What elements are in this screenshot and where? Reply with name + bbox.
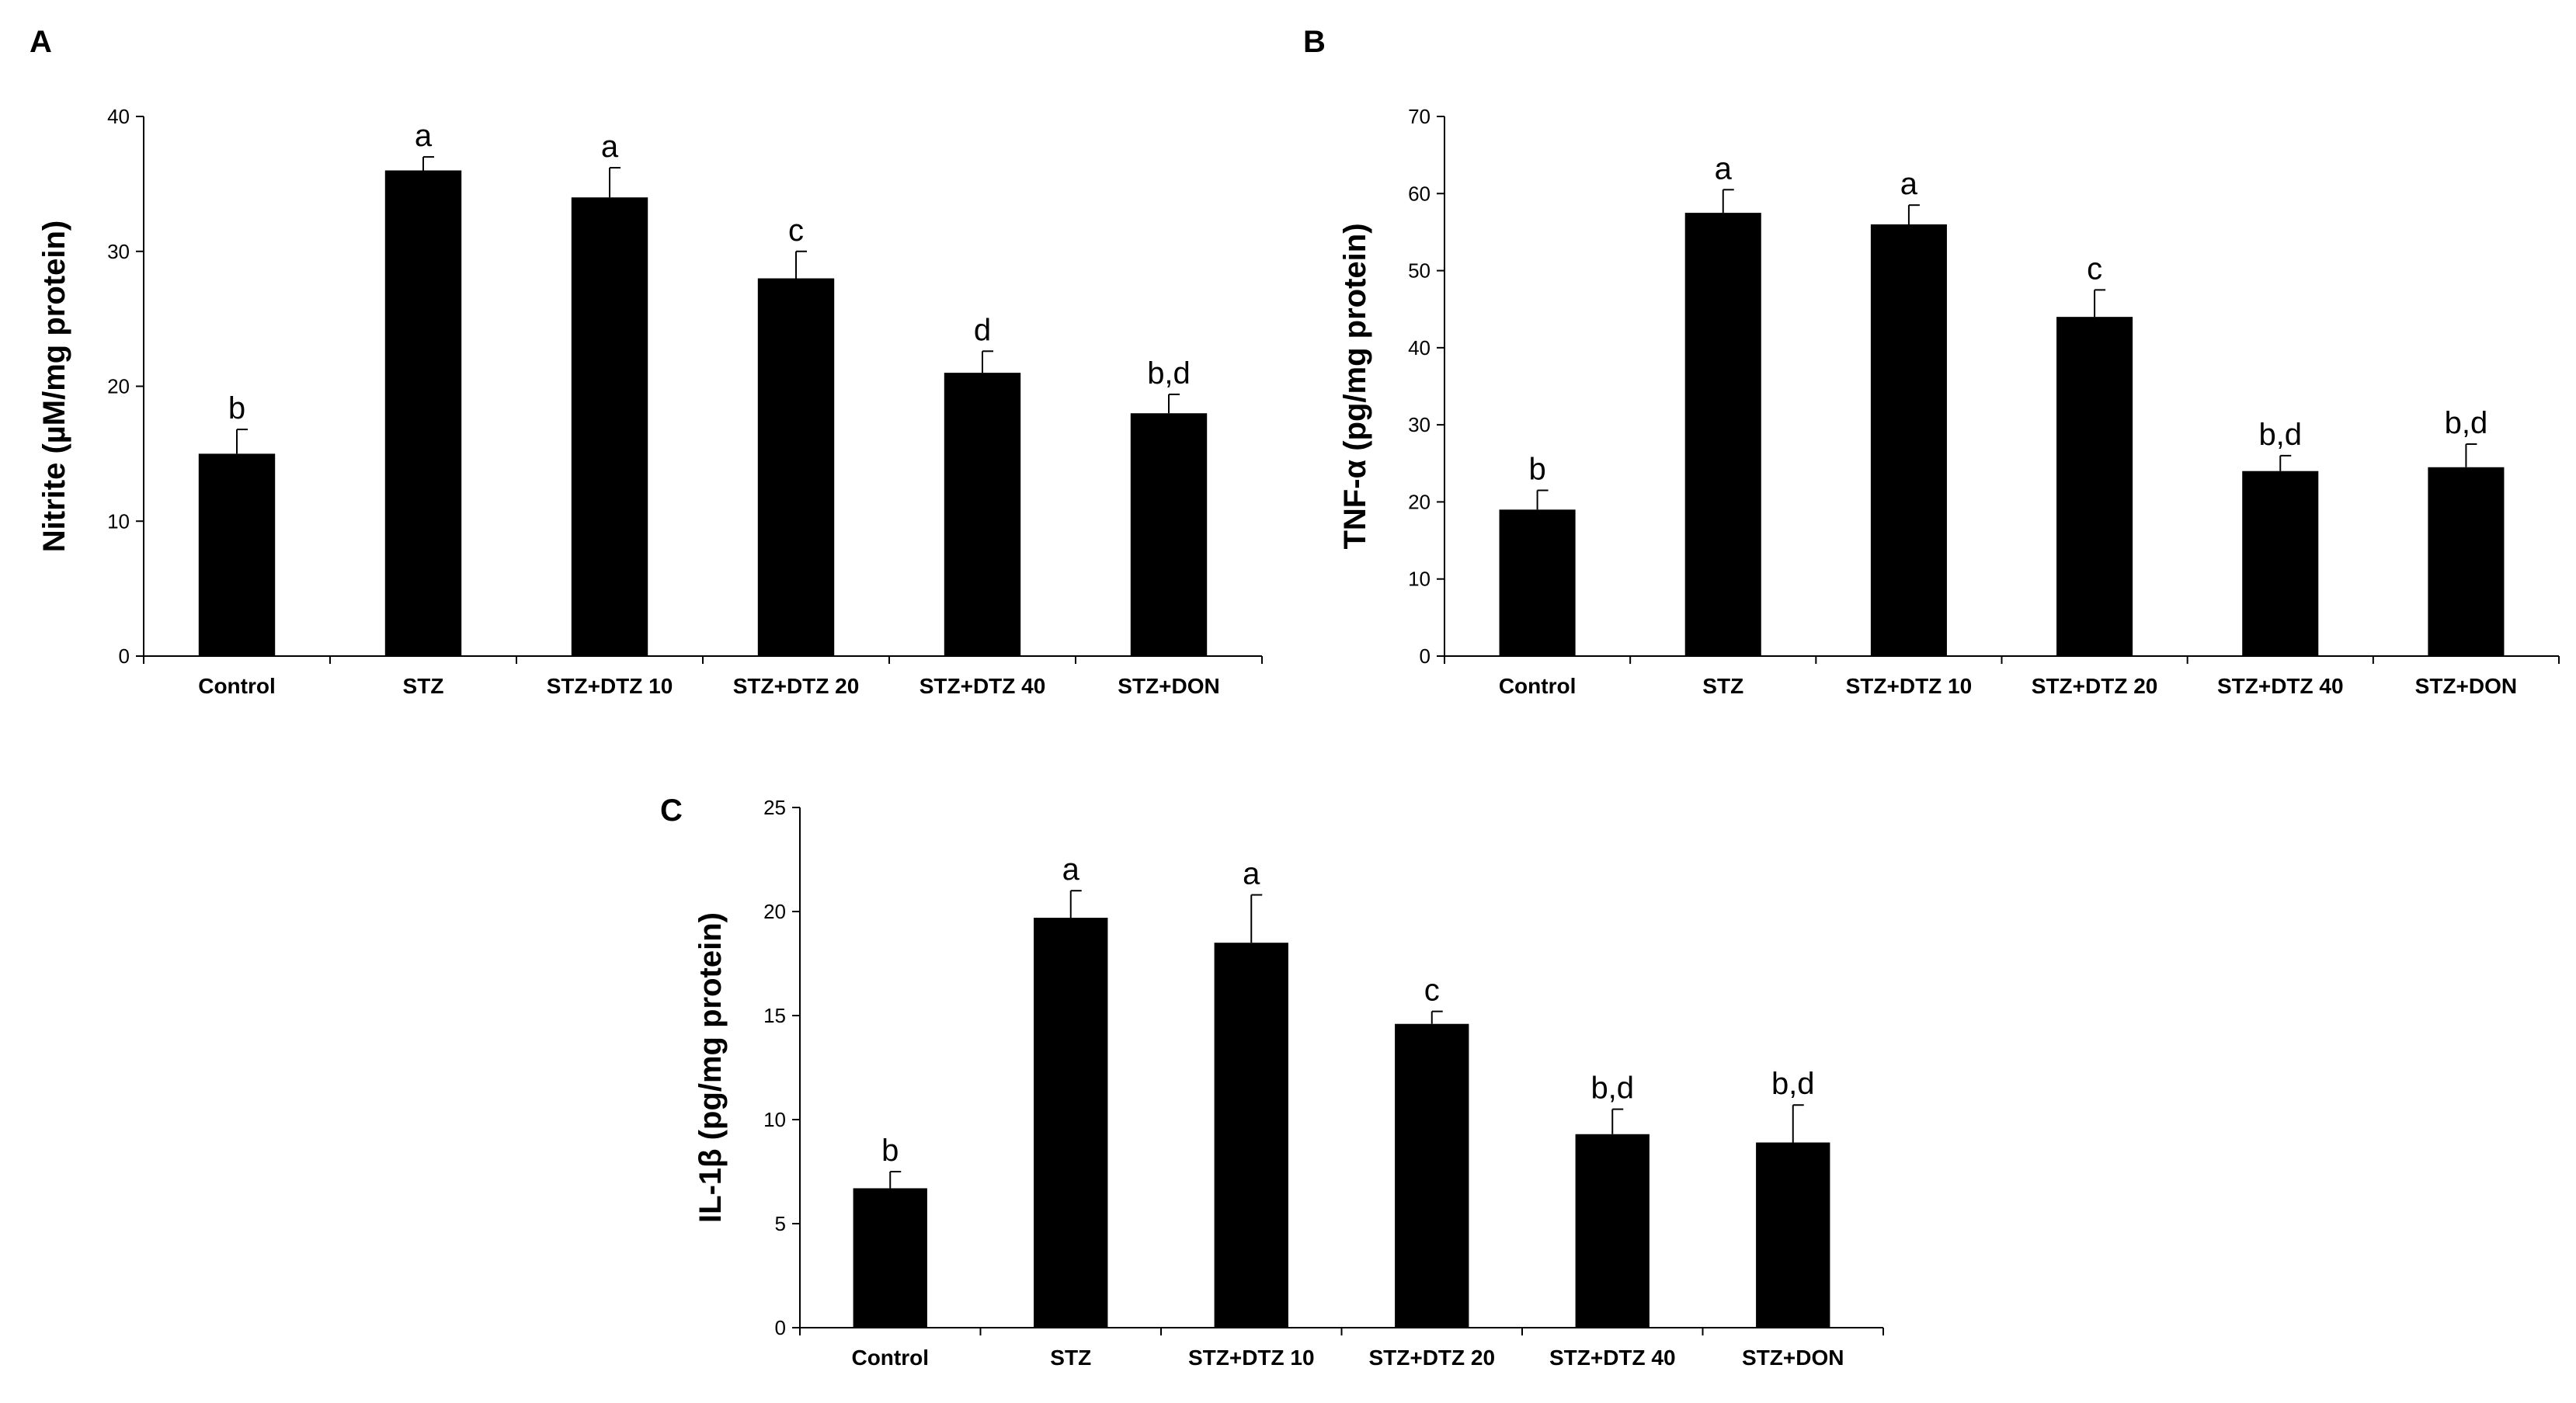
x-tick-label: STZ+DON [2415,674,2517,698]
y-tick-label: 20 [107,375,130,398]
bar [2056,317,2133,656]
bar [2428,467,2505,656]
bar [571,197,648,656]
x-tick-label: Control [198,674,276,698]
chart-panel-b: B 0 10 20 30 40 50 60 70 TNF-α (pg/mg protein) b C… [1289,0,2571,722]
bar [198,453,276,656]
y-axis-label: Nitrite (µM/mg protein) [37,221,71,552]
panel-label-b: B [1303,25,1326,59]
significance-label: c [788,214,804,248]
significance-label: a [1715,151,1733,186]
bar [853,1188,927,1328]
significance-label: d [974,313,991,347]
y-tick-label: 25 [763,796,786,819]
x-tick-label: STZ+DTZ 20 [2032,674,2158,698]
significance-label: b [228,391,245,425]
bar [1130,413,1208,656]
significance-label: b [1528,453,1545,487]
y-tick-label: 30 [1408,413,1431,436]
significance-label: b,d [2445,406,2488,440]
bar [1684,213,1761,656]
y-axis-label: IL-1β (pg/mg protein) [694,912,728,1223]
x-tick-label: STZ+DTZ 20 [1368,1346,1495,1370]
x-tick-label: STZ [1050,1346,1091,1370]
bar [384,170,462,656]
bar [1870,224,1947,656]
x-tick-label: STZ [1702,674,1743,698]
bar [1756,1142,1830,1328]
x-tick-label: STZ+DTZ 40 [2217,674,2344,698]
y-tick-label: 50 [1408,259,1431,283]
bar [1034,918,1108,1328]
chart-panel-a: A 0 10 20 30 40 Nitrite (µM/mg protein) b Contr… [0,0,1281,722]
y-axis-label: TNF-α (pg/mg protein) [1338,223,1372,549]
bar-chart-a: 0 10 20 30 40 Nitrite (µM/mg protein) b Control… [37,105,1263,698]
panel-label-a: A [30,25,52,59]
significance-label: a [1900,167,1918,201]
y-tick-label: 5 [775,1212,786,1235]
significance-label: a [415,119,433,153]
y-tick-label: 0 [119,644,130,668]
x-tick-label: STZ+DTZ 40 [920,674,1046,698]
significance-label: b,d [1590,1071,1634,1106]
bar [944,373,1021,656]
x-tick-label: STZ+DON [1118,674,1219,698]
bar [757,278,835,656]
significance-label: a [601,130,619,164]
bar-chart-b: 0 10 20 30 40 50 60 70 TNF-α (pg/mg protein) b Con… [1338,105,2560,698]
x-tick-label: Control [851,1346,929,1370]
significance-label: a [1243,857,1260,891]
y-tick-label: 40 [107,105,130,128]
x-tick-label: STZ+DTZ 20 [733,674,860,698]
x-tick-label: STZ [403,674,444,698]
chart-panel-c: C 0 5 10 15 20 25 IL-1β (pg/mg protein) b Contro… [645,722,1926,1403]
y-tick-label: 10 [1408,568,1431,591]
x-tick-label: STZ+DTZ 10 [547,674,673,698]
significance-label: b,d [1147,356,1191,391]
x-tick-label: STZ+DTZ 10 [1188,1346,1315,1370]
y-tick-label: 30 [107,240,130,263]
significance-label: b,d [1771,1067,1815,1101]
bar [1499,509,1576,656]
bar [1214,943,1288,1328]
bar [2242,471,2319,656]
significance-label: b [881,1134,899,1168]
significance-label: c [2087,252,2102,286]
y-tick-label: 70 [1408,105,1431,128]
y-tick-label: 20 [763,900,786,923]
y-tick-label: 10 [763,1108,786,1131]
x-tick-label: STZ+DON [1742,1346,1844,1370]
panel-label-c: C [660,794,683,828]
bar [1395,1023,1469,1328]
y-tick-label: 15 [763,1004,786,1027]
bar [1575,1134,1650,1328]
significance-label: a [1062,853,1080,887]
significance-label: b,d [2258,418,2302,452]
x-tick-label: Control [1499,674,1577,698]
y-tick-label: 20 [1408,490,1431,513]
y-tick-label: 0 [1420,644,1431,668]
y-tick-label: 0 [775,1316,786,1339]
y-tick-label: 40 [1408,336,1431,359]
x-tick-label: STZ+DTZ 40 [1549,1346,1676,1370]
x-tick-label: STZ+DTZ 10 [1846,674,1973,698]
y-tick-label: 60 [1408,182,1431,205]
y-tick-label: 10 [107,509,130,533]
bar-chart-c: 0 5 10 15 20 25 IL-1β (pg/mg protein) b Control a… [694,796,1884,1370]
significance-label: c [1424,974,1440,1008]
